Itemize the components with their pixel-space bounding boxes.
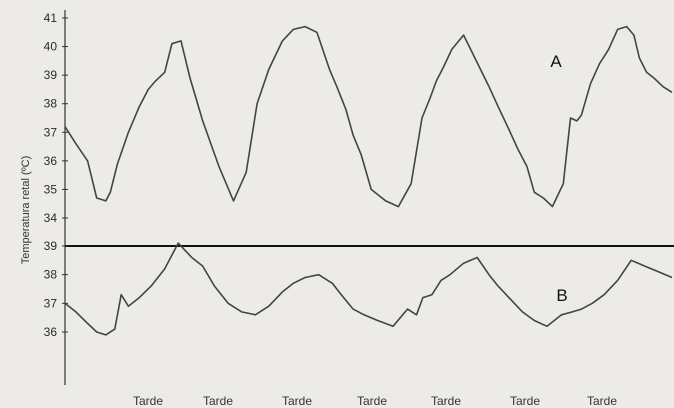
y-tick-label-b-1: 37 bbox=[44, 296, 58, 310]
series-line-b bbox=[64, 242, 673, 336]
panel-label-b: B bbox=[556, 286, 567, 305]
y-tick-label-a-5: 39 bbox=[44, 68, 58, 82]
x-tick-label-2: Tarde bbox=[282, 394, 312, 408]
x-tick-label-1: Tarde bbox=[203, 394, 233, 408]
y-tick-label-b-3: 39 bbox=[44, 239, 58, 253]
x-tick-label-6: Tarde bbox=[587, 394, 617, 408]
y-tick-label-a-1: 35 bbox=[44, 182, 58, 196]
x-ticks: Tarde Tarde Tarde Tarde Tarde Tarde Tarde bbox=[133, 394, 617, 408]
y-tick-label-a-6: 40 bbox=[44, 40, 58, 54]
y-tick-label-a-2: 36 bbox=[44, 154, 58, 168]
series-line-a bbox=[64, 25, 673, 208]
y-tick-label-b-2: 38 bbox=[44, 268, 58, 282]
x-tick-label-4: Tarde bbox=[431, 394, 461, 408]
y-ticks-panel-a: 34 35 36 37 38 39 40 41 bbox=[44, 11, 68, 225]
y-tick-label-a-7: 41 bbox=[44, 11, 58, 25]
x-tick-label-5: Tarde bbox=[510, 394, 540, 408]
panel-label-a: A bbox=[550, 52, 562, 71]
y-tick-label-a-4: 38 bbox=[44, 97, 58, 111]
y-tick-label-a-3: 37 bbox=[44, 125, 58, 139]
y-tick-label-b-0: 36 bbox=[44, 325, 58, 339]
x-tick-label-0: Tarde bbox=[133, 394, 163, 408]
x-tick-label-3: Tarde bbox=[357, 394, 387, 408]
y-ticks-panel-b: 36 37 38 39 bbox=[44, 239, 68, 339]
y-tick-label-a-0: 34 bbox=[44, 211, 58, 225]
y-axis-label: Temperatura retal (ºC) bbox=[20, 156, 32, 265]
